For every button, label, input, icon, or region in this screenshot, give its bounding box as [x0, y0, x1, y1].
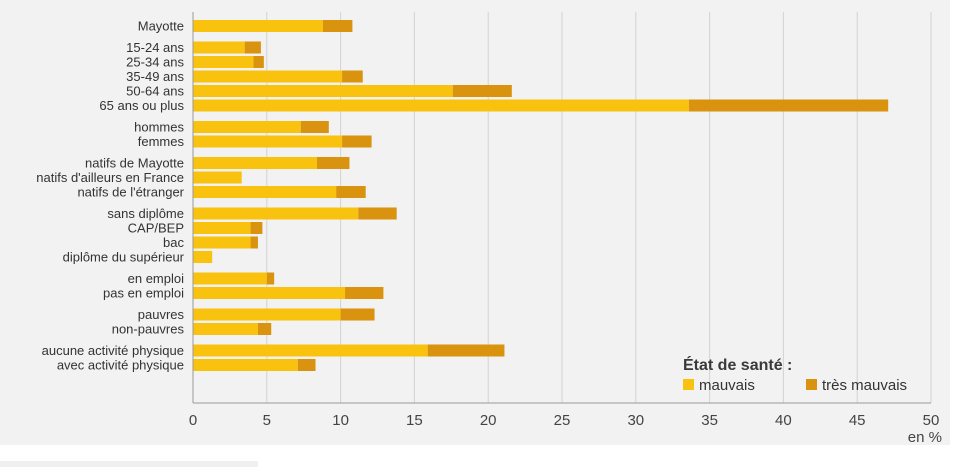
bar-sans-diplome-tres-mauvais	[358, 207, 397, 220]
bars	[193, 20, 889, 371]
bar-avec-activite-physique-mauvais	[193, 359, 298, 371]
category-label: 35-49 ans	[126, 69, 184, 84]
legend-label-tres-mauvais: très mauvais	[822, 377, 907, 394]
category-label: CAP/BEP	[128, 221, 184, 236]
x-tick-label: 15	[406, 412, 423, 429]
bar-non-pauvres-mauvais	[193, 323, 258, 335]
bar-pas-en-emploi-tres-mauvais	[345, 287, 384, 299]
bar-cap-bep-tres-mauvais	[250, 222, 263, 234]
bar-en-emploi-mauvais	[193, 272, 267, 285]
category-label: bac	[163, 235, 184, 250]
legend: État de santé : mauvais très mauvais	[683, 355, 907, 394]
bar-35-49-ans-tres-mauvais	[342, 70, 363, 83]
bar-bac-mauvais	[193, 236, 251, 249]
bar-65-ans-ou-plus-tres-mauvais	[688, 99, 889, 112]
category-label: diplôme du supérieur	[63, 250, 185, 265]
x-tick-label: 35	[701, 412, 718, 429]
bar-natifs-d-ailleurs-en-france-mauvais	[193, 171, 242, 184]
legend-label-mauvais: mauvais	[699, 377, 755, 394]
category-label: natifs d'ailleurs en France	[36, 170, 184, 185]
bar-aucune-activite-physique-tres-mauvais	[427, 344, 505, 357]
chart-panel: Mayotte 15-24 ans 25-34 ans 35-49 ans 50-64 …	[0, 0, 950, 445]
x-tick-label: 10	[332, 412, 349, 429]
bar-35-49-ans-mauvais	[193, 70, 343, 83]
bar-natifs-de-l-etranger-tres-mauvais	[336, 186, 366, 198]
legend-title: État de santé :	[683, 355, 792, 374]
bar-diplome-du-superieur-mauvais	[193, 251, 213, 263]
category-label: avec activité physique	[57, 358, 184, 373]
bar-15-24-ans-mauvais	[193, 41, 245, 54]
category-label: pauvres	[138, 307, 185, 322]
bar-natifs-de-mayotte-mauvais	[193, 157, 317, 169]
x-tick-label: 25	[554, 412, 571, 429]
bar-cap-bep-mauvais	[193, 222, 251, 234]
bar-mayotte-mauvais	[193, 20, 323, 32]
x-tick-label: 30	[627, 412, 644, 429]
category-label: aucune activité physique	[42, 343, 184, 358]
x-tick-label: 20	[480, 412, 497, 429]
category-label: 50-64 ans	[126, 84, 184, 99]
category-label: Mayotte	[138, 19, 184, 34]
category-label: femmes	[138, 134, 185, 149]
category-label: 65 ans ou plus	[99, 98, 184, 113]
category-label: natifs de l'étranger	[77, 185, 184, 200]
x-tick-label: 40	[775, 412, 792, 429]
legend-swatch-tres-mauvais	[806, 379, 817, 390]
bar-hommes-mauvais	[193, 121, 301, 133]
x-tick-label: 0	[189, 412, 197, 429]
bar-15-24-ans-tres-mauvais	[244, 41, 261, 54]
bar-en-emploi-tres-mauvais	[266, 272, 275, 285]
x-tick-label: 5	[263, 412, 271, 429]
category-label: non-pauvres	[112, 322, 185, 337]
bar-bac-tres-mauvais	[250, 236, 258, 249]
x-tick-label: 50	[923, 412, 940, 429]
x-tick-label: 45	[849, 412, 866, 429]
bar-pauvres-mauvais	[193, 308, 341, 321]
category-label: pas en emploi	[103, 286, 184, 301]
bar-pauvres-tres-mauvais	[340, 308, 375, 321]
bar-aucune-activite-physique-mauvais	[193, 344, 428, 357]
bar-avec-activite-physique-tres-mauvais	[297, 359, 316, 371]
bar-hommes-tres-mauvais	[300, 121, 329, 133]
bar-femmes-tres-mauvais	[342, 135, 372, 148]
bar-50-64-ans-tres-mauvais	[452, 85, 512, 97]
bar-pas-en-emploi-mauvais	[193, 287, 346, 299]
bar-65-ans-ou-plus-mauvais	[193, 99, 689, 112]
bar-natifs-de-mayotte-tres-mauvais	[316, 157, 350, 169]
category-label: sans diplôme	[107, 206, 184, 221]
bar-mayotte-tres-mauvais	[322, 20, 353, 32]
legend-swatch-mauvais	[683, 379, 694, 390]
bar-femmes-mauvais	[193, 135, 343, 148]
category-label: natifs de Mayotte	[85, 156, 184, 171]
bar-25-34-ans-tres-mauvais	[253, 56, 264, 68]
category-label: 15-24 ans	[126, 40, 184, 55]
x-tick-labels: 0 5 10 15 20 25 30 35 40 45 50	[189, 412, 940, 429]
bar-25-34-ans-mauvais	[193, 56, 254, 68]
x-unit-label: en %	[908, 429, 942, 445]
bar-natifs-de-l-etranger-mauvais	[193, 186, 337, 198]
bar-50-64-ans-mauvais	[193, 85, 453, 97]
footer-strip	[0, 461, 258, 467]
category-label: hommes	[134, 120, 184, 135]
bar-sans-diplome-mauvais	[193, 207, 359, 220]
category-label: 25-34 ans	[126, 55, 184, 70]
category-label: en emploi	[128, 271, 184, 286]
bar-non-pauvres-tres-mauvais	[257, 323, 272, 335]
